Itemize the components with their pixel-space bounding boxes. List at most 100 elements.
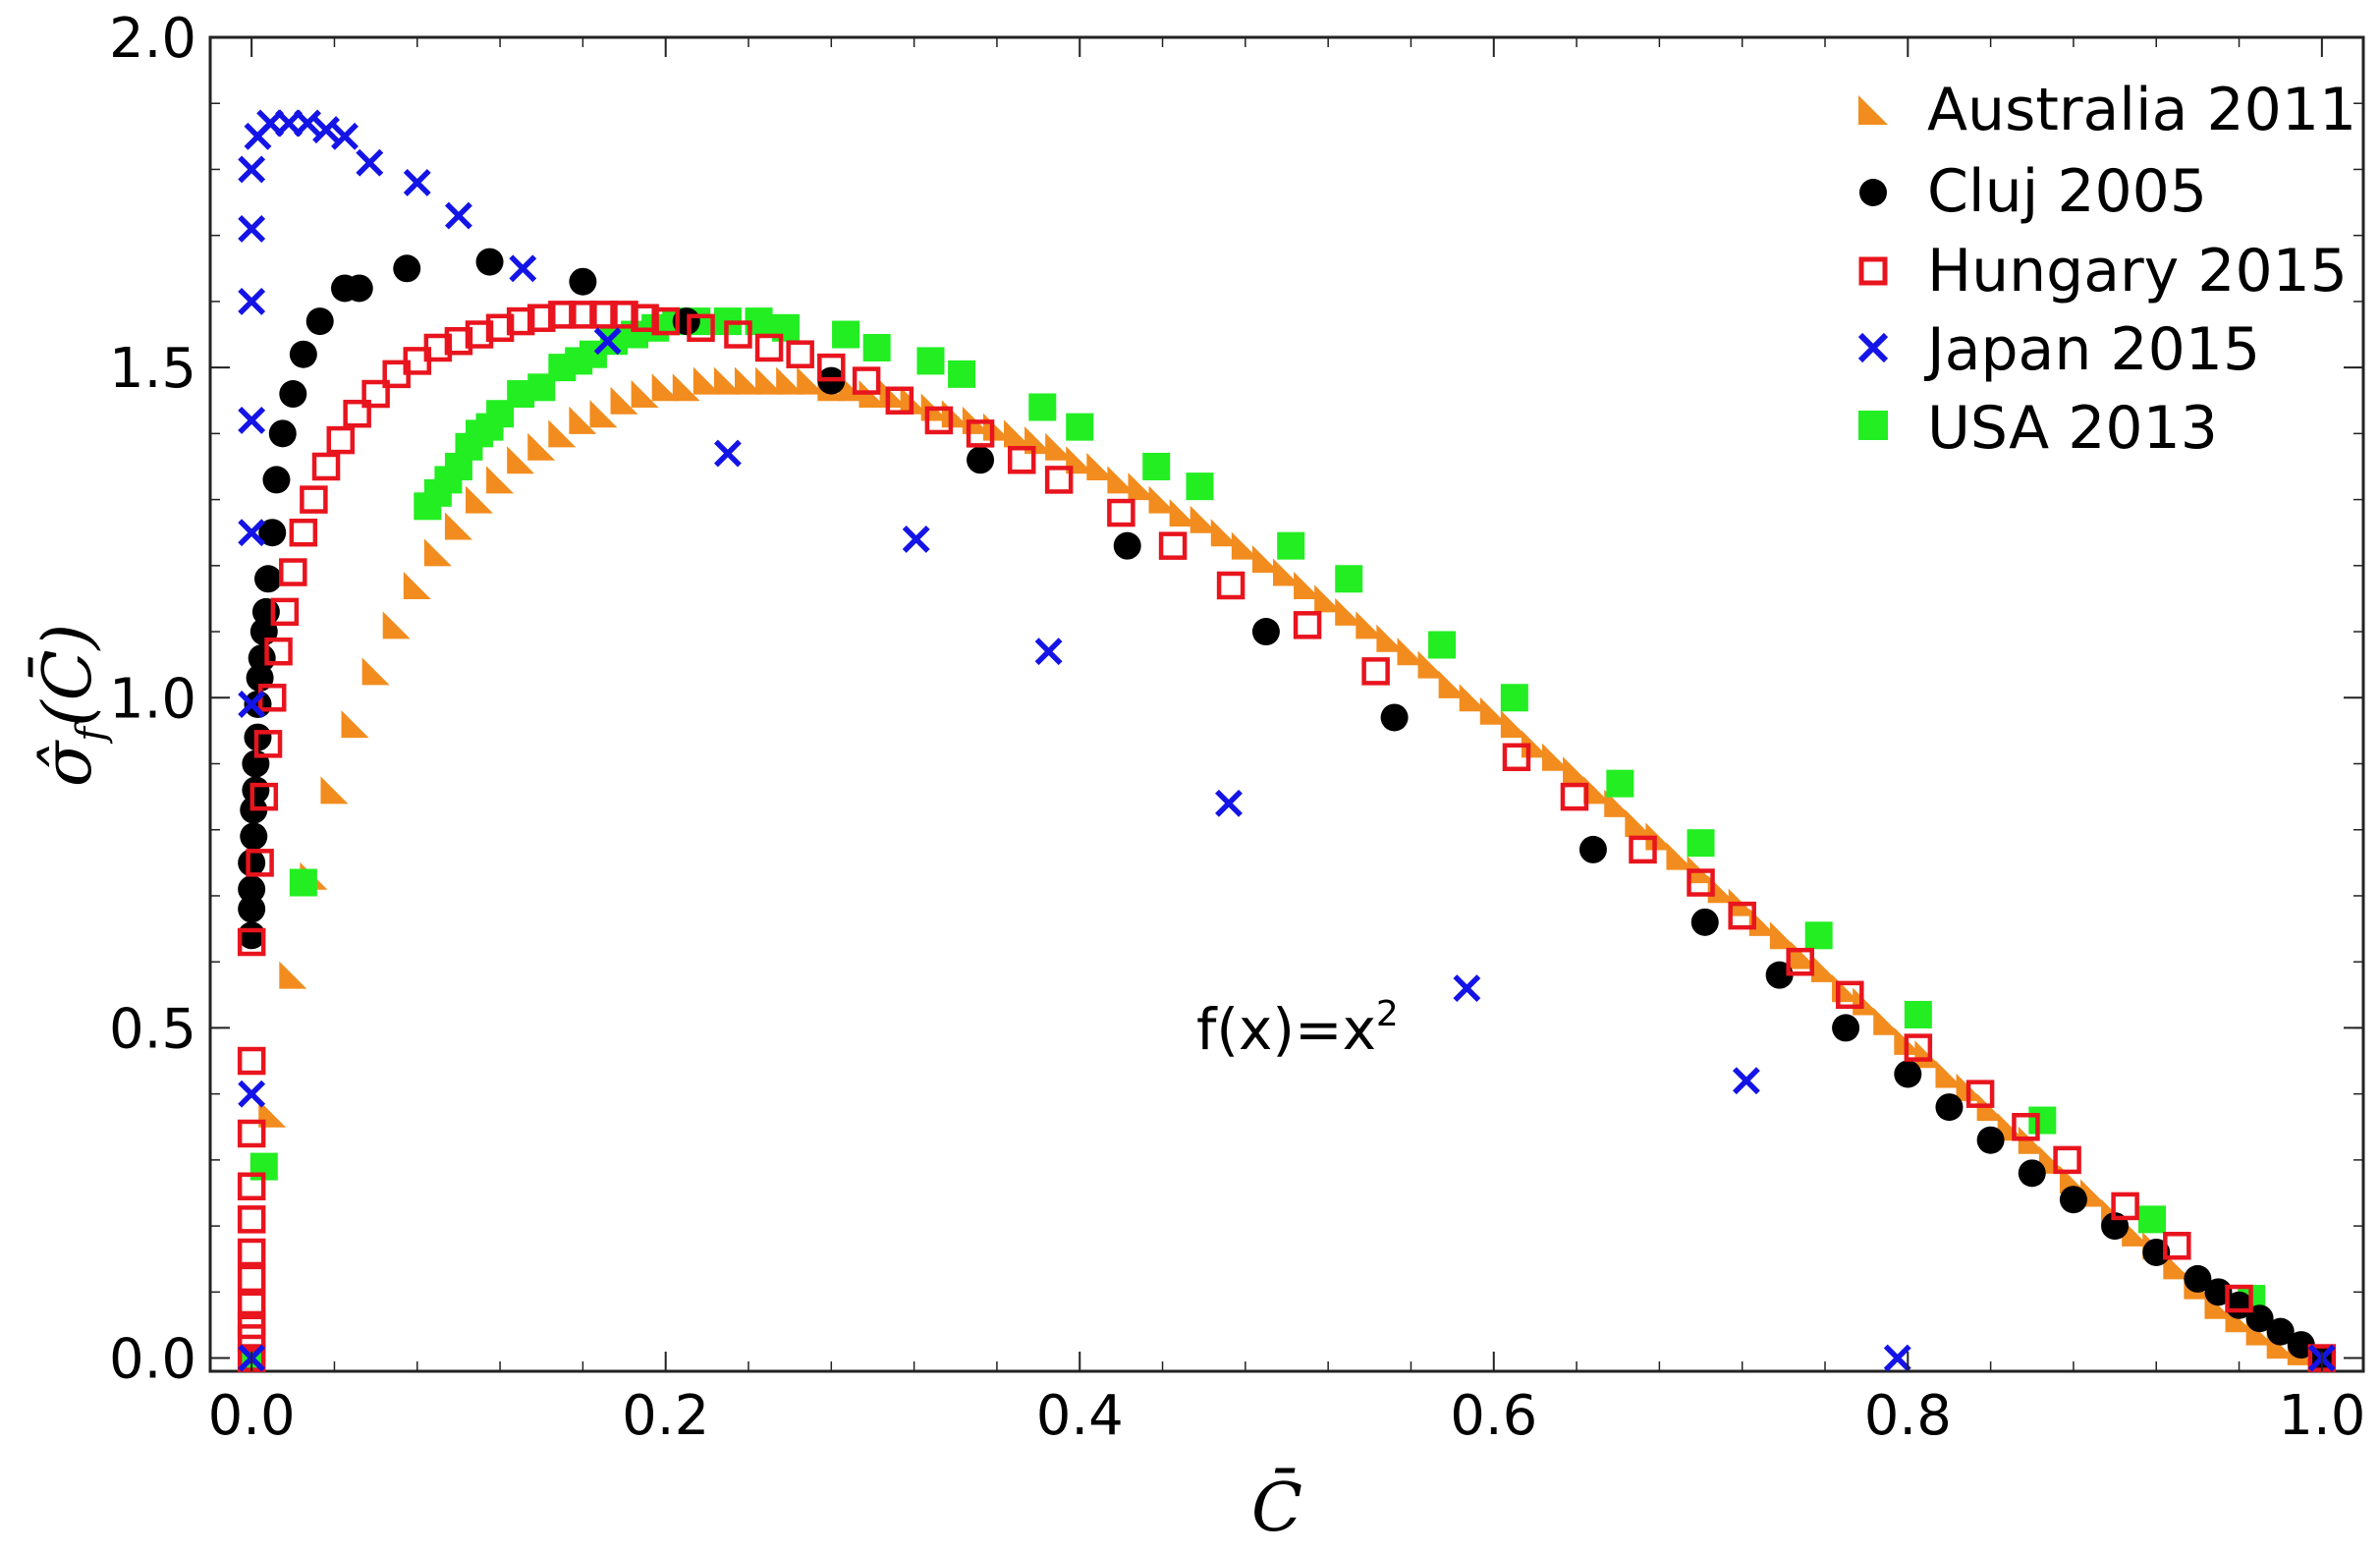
data-point (305, 307, 334, 336)
data-point (1690, 908, 1719, 936)
data-point (1804, 921, 1833, 950)
data-point (1479, 696, 1508, 725)
data-point (1976, 1126, 2005, 1154)
data-point (403, 168, 431, 196)
data-point (713, 439, 742, 468)
x-axis-title: C̄ (1251, 1470, 1302, 1547)
data-point (1832, 1014, 1860, 1042)
data-point (345, 274, 373, 303)
data-point (238, 691, 266, 718)
data-point (1500, 710, 1528, 739)
data-point (2059, 1186, 2087, 1214)
data-point (237, 1238, 266, 1267)
data-point (238, 895, 266, 923)
data-point (361, 657, 390, 686)
data-point (754, 333, 784, 362)
data-point (237, 927, 266, 957)
data-point (343, 399, 371, 428)
data-point (1542, 743, 1570, 771)
series-hungary-2015 (237, 301, 2337, 1372)
data-point (948, 360, 976, 388)
data-point (526, 304, 556, 332)
data-point (569, 301, 597, 329)
data-point (924, 406, 954, 435)
data-point (1786, 947, 1814, 976)
legend-entry: Australia 2011 (1858, 76, 2356, 144)
data-point (548, 301, 577, 329)
data-point (1376, 624, 1405, 652)
data-point (1128, 472, 1156, 501)
data-point (1883, 1344, 1911, 1372)
data-point (326, 425, 356, 455)
data-point (237, 1046, 266, 1076)
data-point (1216, 571, 1245, 600)
legend-entry: Cluj 2005 (1859, 157, 2207, 226)
x-tick-label: 0.2 (622, 1384, 709, 1448)
data-point (589, 301, 618, 329)
data-point (1028, 393, 1057, 421)
data-point (1769, 921, 1798, 950)
data-point (1215, 789, 1243, 817)
y-axis-title: σ̂f(C̄) (29, 624, 114, 787)
data-point (755, 366, 784, 395)
x-tick-label: 1.0 (2278, 1384, 2365, 1448)
data-point (238, 287, 266, 315)
data-point (1453, 974, 1481, 1003)
data-point (1873, 1007, 1902, 1035)
data-point (1361, 657, 1390, 686)
data-point (238, 875, 266, 904)
legend-marker-japan (1857, 332, 1889, 363)
legend-entry: Japan 2015 (1857, 315, 2260, 384)
y-tick-label: 1.5 (109, 337, 196, 401)
data-point (1397, 638, 1425, 666)
data-point (610, 386, 638, 415)
data-point (1148, 485, 1177, 514)
data-point (852, 366, 881, 395)
data-point (264, 637, 293, 666)
data-point (475, 248, 504, 276)
data-point (289, 868, 317, 897)
data-point (238, 849, 266, 877)
data-point (331, 122, 359, 150)
data-point (1687, 829, 1715, 858)
data-point (423, 333, 453, 362)
legend-label: Cluj 2005 (1927, 157, 2207, 226)
data-point (1231, 531, 1259, 560)
data-point (465, 320, 494, 349)
data-point (2225, 1284, 2253, 1313)
data-point (1186, 472, 1214, 501)
data-point (242, 776, 270, 804)
data-point (1113, 531, 1141, 560)
data-point (2080, 1179, 2108, 1207)
data-point (270, 597, 300, 627)
data-point (1629, 835, 1657, 864)
data-point (527, 432, 556, 461)
data-point (382, 611, 411, 639)
data-point (1502, 743, 1531, 772)
data-point (1687, 868, 1715, 897)
data-point (1107, 466, 1135, 494)
formula-annotation: f(x)=x2 (1196, 994, 1399, 1063)
data-point (1935, 1060, 1964, 1088)
data-point (687, 313, 715, 343)
data-point (2122, 1218, 2150, 1247)
data-point (240, 822, 268, 851)
data-point (1904, 1000, 1932, 1028)
data-point (966, 419, 995, 448)
data-point (1294, 571, 1322, 599)
data-point (1107, 498, 1135, 527)
data-point (320, 776, 349, 804)
legend-label: Japan 2015 (1923, 315, 2260, 384)
axis-ticks: 0.0 0.2 0.4 0.6 0.8 1.0 0.0 0.5 1.0 1.5 2.0 (109, 7, 2365, 1448)
data-point (651, 373, 680, 402)
data-point (237, 1264, 266, 1294)
data-point (1811, 954, 1839, 982)
data-point (832, 320, 860, 349)
data-point (1438, 670, 1467, 698)
data-point (2138, 1205, 2167, 1234)
data-point (2028, 1106, 2057, 1135)
data-point (900, 386, 928, 415)
data-point (1066, 413, 1094, 441)
x-tick-label: 0.6 (1450, 1384, 1537, 1448)
